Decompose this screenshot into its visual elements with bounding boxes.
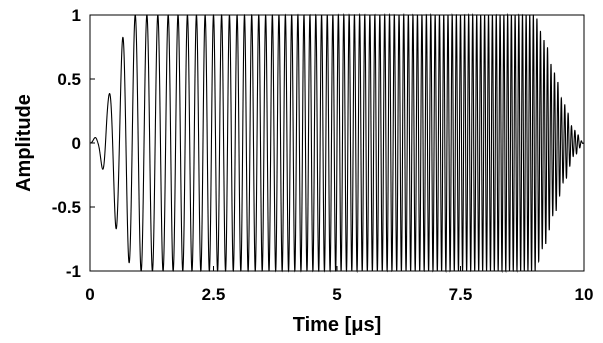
- x-axis-label: Time [μs]: [293, 314, 382, 336]
- x-tick-label: 0: [85, 285, 94, 304]
- x-axis-ticks: 0 2.5 5 7.5 10: [85, 266, 593, 304]
- y-axis-label: Amplitude: [13, 94, 35, 192]
- x-tick-label: 5: [332, 285, 341, 304]
- y-tick-label: 0: [72, 134, 81, 153]
- y-tick-label: -0.5: [52, 198, 81, 217]
- series-line-chirp: [90, 12, 584, 274]
- x-tick-label: 7.5: [449, 285, 473, 304]
- y-tick-label: 1: [72, 6, 81, 25]
- y-tick-label: -1: [66, 262, 81, 281]
- x-tick-label: 2.5: [202, 285, 226, 304]
- x-tick-label: 10: [575, 285, 594, 304]
- y-tick-label: 0.5: [57, 70, 81, 89]
- y-axis-ticks: -1 -0.5 0 0.5 1: [52, 6, 95, 281]
